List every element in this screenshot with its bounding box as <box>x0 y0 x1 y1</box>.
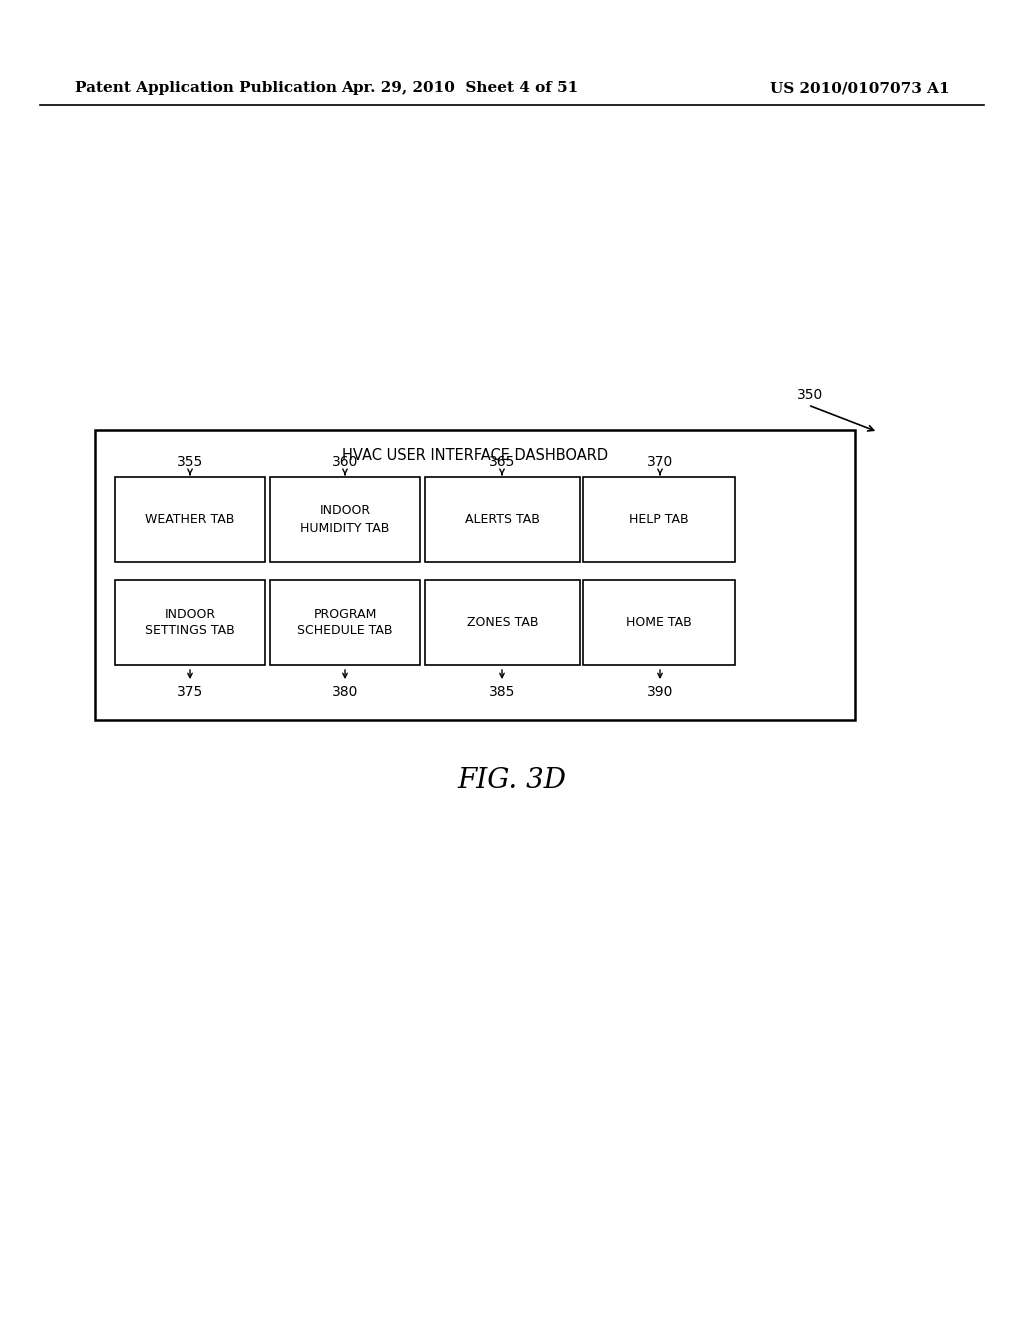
Bar <box>425 579 580 665</box>
Text: HOME TAB: HOME TAB <box>626 616 692 630</box>
Text: ALERTS TAB: ALERTS TAB <box>465 513 540 525</box>
Text: Apr. 29, 2010  Sheet 4 of 51: Apr. 29, 2010 Sheet 4 of 51 <box>341 81 579 95</box>
Text: PROGRAM
SCHEDULE TAB: PROGRAM SCHEDULE TAB <box>297 607 393 638</box>
Bar <box>583 477 735 562</box>
Text: HVAC USER INTERFACE DASHBOARD: HVAC USER INTERFACE DASHBOARD <box>342 447 608 462</box>
Text: Patent Application Publication: Patent Application Publication <box>75 81 337 95</box>
Bar <box>95 430 855 719</box>
Text: 375: 375 <box>177 685 203 700</box>
Text: 350: 350 <box>797 388 823 403</box>
Text: HELP TAB: HELP TAB <box>629 513 689 525</box>
Text: 370: 370 <box>647 455 673 469</box>
Text: WEATHER TAB: WEATHER TAB <box>145 513 234 525</box>
Bar <box>270 579 420 665</box>
Text: FIG. 3D: FIG. 3D <box>458 767 566 793</box>
Text: 385: 385 <box>488 685 515 700</box>
Text: 360: 360 <box>332 455 358 469</box>
Bar <box>270 477 420 562</box>
Text: ZONES TAB: ZONES TAB <box>467 616 539 630</box>
Text: INDOOR
SETTINGS TAB: INDOOR SETTINGS TAB <box>145 607 234 638</box>
Bar <box>115 477 265 562</box>
Bar <box>425 477 580 562</box>
Bar <box>115 579 265 665</box>
Text: 390: 390 <box>647 685 673 700</box>
Text: INDOOR
HUMIDITY TAB: INDOOR HUMIDITY TAB <box>300 504 390 535</box>
Text: 380: 380 <box>332 685 358 700</box>
Text: 355: 355 <box>177 455 203 469</box>
Text: 365: 365 <box>488 455 515 469</box>
Bar <box>583 579 735 665</box>
Text: US 2010/0107073 A1: US 2010/0107073 A1 <box>770 81 950 95</box>
